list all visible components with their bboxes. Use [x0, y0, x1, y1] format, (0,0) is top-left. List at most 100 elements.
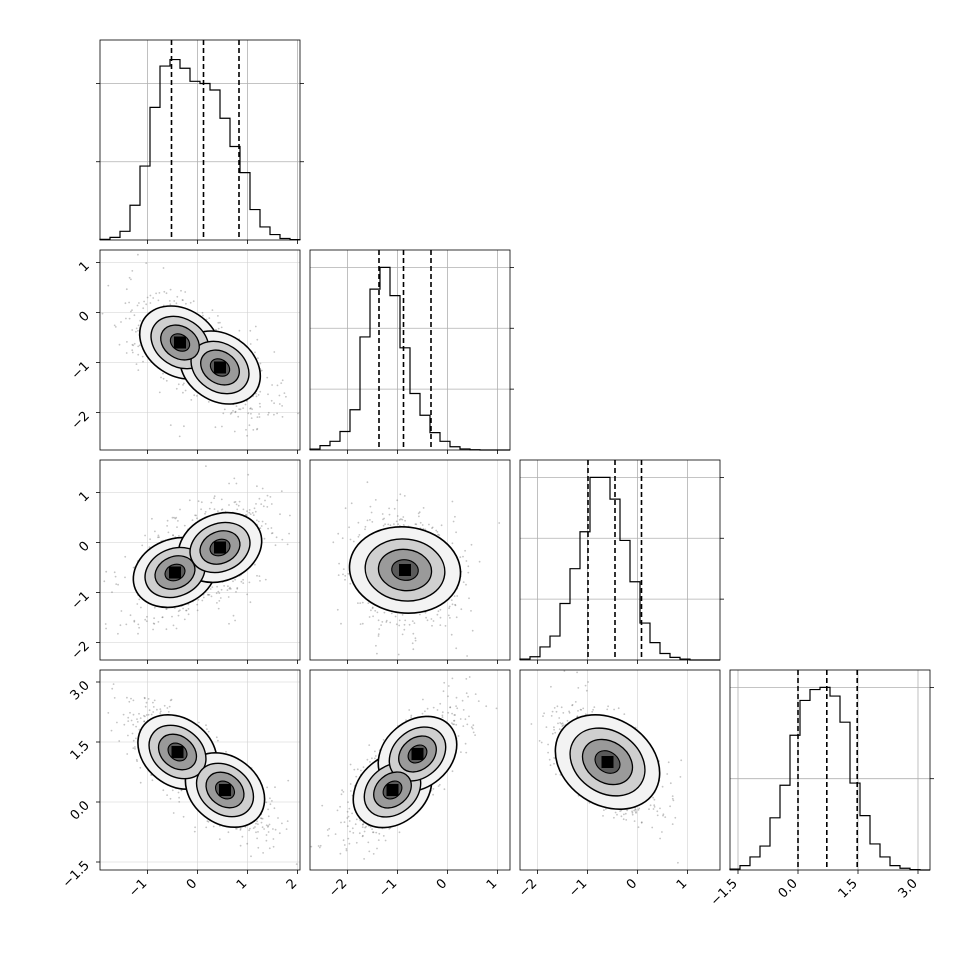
scatter-point — [266, 494, 269, 497]
scatter-point — [234, 578, 237, 581]
scatter-point — [448, 605, 451, 608]
scatter-point — [388, 507, 390, 510]
scatter-point — [271, 532, 274, 534]
scatter-point — [271, 384, 273, 386]
scatter-point — [232, 580, 234, 583]
scatter-point — [150, 713, 153, 716]
scatter-point — [143, 720, 146, 723]
scatter-point — [200, 501, 203, 504]
scatter-point — [371, 607, 374, 610]
scatter-point — [256, 574, 258, 577]
panel-frame — [99, 249, 301, 451]
scatter-point — [142, 360, 144, 363]
scatter-point — [248, 511, 251, 514]
scatter-point — [317, 845, 320, 847]
density-peak — [174, 336, 186, 349]
scatter-point — [180, 289, 182, 292]
scatter-point — [154, 530, 156, 533]
scatter-point — [264, 499, 266, 502]
scatter-point — [460, 608, 463, 611]
scatter-point — [194, 514, 197, 517]
scatter-point — [440, 524, 443, 527]
scatter-point — [105, 570, 108, 573]
scatter-point — [286, 543, 289, 546]
scatter-point — [153, 623, 156, 625]
scatter-point — [175, 627, 178, 630]
scatter-point — [238, 500, 241, 503]
scatter-point — [414, 637, 417, 640]
scatter-point — [118, 740, 121, 742]
scatter-point — [145, 262, 148, 264]
scatter-point — [208, 317, 211, 319]
scatter-point — [239, 829, 242, 831]
scatter-point — [135, 363, 138, 365]
density-contours — [138, 305, 262, 405]
scatter-point — [383, 517, 385, 520]
scatter-point — [403, 628, 406, 631]
scatter-point — [340, 793, 343, 796]
scatter-point — [421, 712, 424, 715]
scatter-point — [353, 768, 356, 771]
scatter-point — [156, 708, 158, 711]
scatter-point — [205, 465, 207, 467]
scatter-point — [281, 822, 283, 825]
scatter-point — [165, 379, 168, 382]
scatter-point — [401, 614, 404, 616]
scatter-point — [252, 827, 255, 829]
scatter-point — [193, 830, 196, 833]
scatter-point — [157, 536, 159, 539]
scatter-point — [120, 321, 122, 323]
scatter-point — [387, 523, 390, 526]
scatter-point — [453, 723, 455, 726]
scatter-point — [117, 583, 119, 586]
scatter-point — [247, 412, 250, 415]
scatter-point — [436, 531, 439, 533]
scatter-point — [182, 815, 185, 818]
scatter-point — [131, 732, 134, 735]
scatter-point — [212, 825, 215, 828]
scatter-point — [344, 578, 346, 581]
scatter-point — [218, 600, 221, 602]
scatter-point — [215, 592, 218, 595]
scatter-point — [410, 716, 412, 719]
y-tick-label: −1 — [69, 589, 93, 613]
scatter-point — [138, 712, 140, 715]
scatter-point — [436, 709, 439, 711]
scatter-point — [127, 716, 130, 719]
scatter-point — [169, 288, 172, 291]
scatter-point — [371, 521, 374, 523]
scatter-point — [368, 744, 371, 746]
x-tick-label: −1 — [376, 876, 400, 900]
scatter-point — [183, 382, 185, 385]
scatter-point — [397, 653, 400, 656]
x-tick-label: −1.5 — [708, 876, 741, 909]
density-panel-p32: −2 −1 0 1 — [516, 669, 721, 900]
scatter-point — [145, 701, 148, 704]
scatter-point — [192, 300, 195, 303]
histogram-step — [309, 266, 510, 451]
scatter-point — [411, 642, 414, 645]
scatter-point — [162, 377, 165, 380]
y-tick-label: 0.0 — [68, 798, 93, 823]
scatter-point — [270, 503, 273, 505]
scatter-point — [184, 291, 187, 293]
scatter-point — [175, 302, 178, 305]
scatter-point — [454, 604, 457, 607]
scatter-point — [125, 288, 128, 291]
scatter-point — [125, 623, 128, 626]
scatter-point — [403, 623, 406, 626]
scatter-point — [178, 796, 181, 799]
scatter-point — [472, 724, 475, 727]
scatter-point — [364, 525, 367, 528]
scatter-point — [342, 791, 345, 793]
x-tick-label: 1 — [234, 876, 250, 892]
scatter-point — [455, 705, 457, 707]
scatter-point — [250, 417, 253, 419]
scatter-point — [369, 505, 372, 508]
scatter-point — [143, 714, 145, 717]
scatter-point — [250, 855, 252, 858]
scatter-point — [222, 412, 225, 415]
scatter-point — [269, 803, 272, 806]
scatter-point — [207, 730, 210, 733]
scatter-point — [163, 290, 166, 293]
